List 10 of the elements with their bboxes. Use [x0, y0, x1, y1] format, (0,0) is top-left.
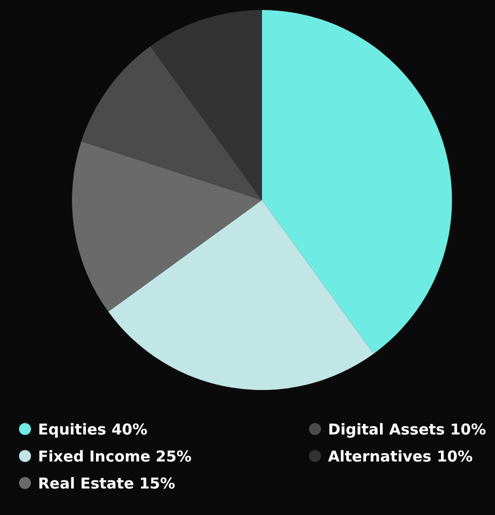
pie-slice — [72, 141, 262, 312]
legend-label: Digital Assets 10% — [328, 420, 486, 438]
pie-slice — [108, 200, 374, 390]
legend-label: Fixed Income 25% — [38, 448, 192, 466]
pie-slice — [150, 10, 262, 200]
pie-slice — [81, 46, 262, 200]
pie-slice — [262, 10, 452, 354]
legend-label: Alternatives 10% — [328, 448, 473, 466]
legend-label: Equities 40% — [38, 420, 148, 438]
legend-label: Real Estate 15% — [38, 474, 176, 492]
